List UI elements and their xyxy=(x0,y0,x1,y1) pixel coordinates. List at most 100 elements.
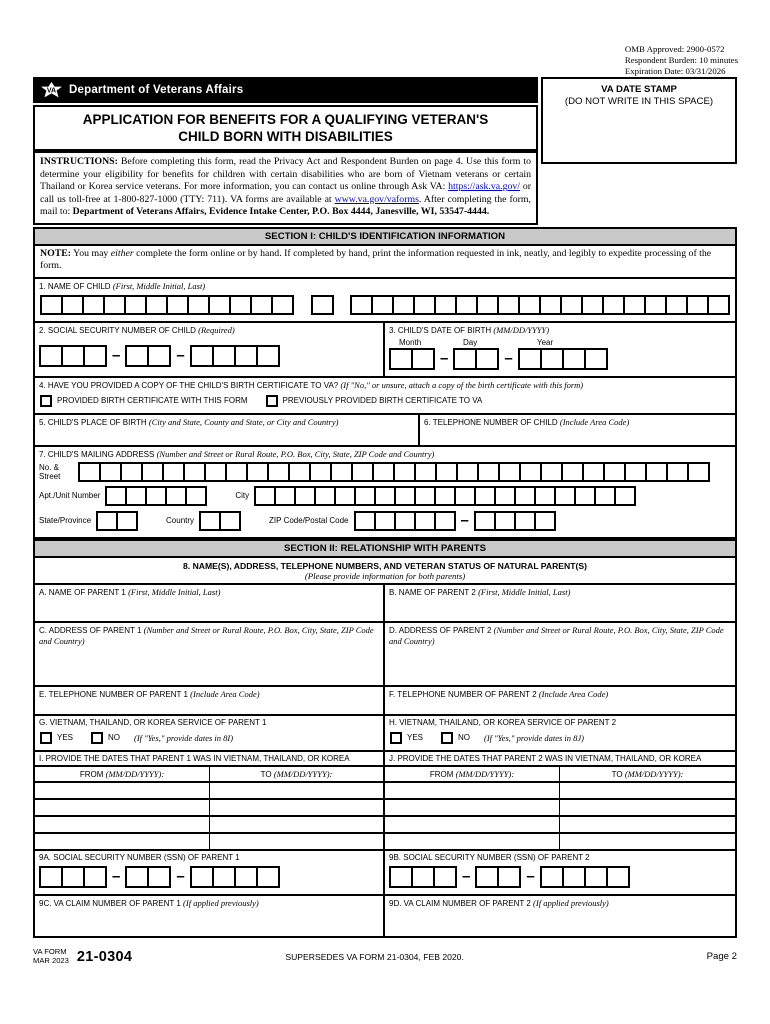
parent2-ssn-serial-comb[interactable] xyxy=(539,865,630,888)
comb-cell[interactable] xyxy=(334,485,357,506)
comb-cell[interactable] xyxy=(271,294,294,315)
comb-cell[interactable] xyxy=(594,485,617,506)
dob-month-comb[interactable] xyxy=(389,347,435,370)
comb-cell[interactable] xyxy=(183,461,206,482)
comb-cell[interactable] xyxy=(208,294,231,315)
comb-cell[interactable] xyxy=(96,510,119,531)
comb-cell[interactable] xyxy=(514,485,537,506)
comb-cell[interactable] xyxy=(103,294,126,315)
comb-cell[interactable] xyxy=(433,510,456,531)
comb-cell[interactable] xyxy=(583,865,608,888)
comb-cell[interactable] xyxy=(453,347,478,370)
comb-cell[interactable] xyxy=(147,344,172,367)
comb-cell[interactable] xyxy=(554,485,577,506)
zip4-comb[interactable] xyxy=(473,510,556,531)
comb-cell[interactable] xyxy=(82,294,105,315)
comb-cell[interactable] xyxy=(147,865,172,888)
middle-initial-comb[interactable] xyxy=(310,294,334,315)
comb-cell[interactable] xyxy=(354,485,377,506)
comb-cell[interactable] xyxy=(435,461,458,482)
date-cell[interactable] xyxy=(210,799,385,815)
comb-cell[interactable] xyxy=(141,461,164,482)
comb-cell[interactable] xyxy=(433,865,457,888)
date-cell[interactable] xyxy=(560,800,735,815)
field-9d-parent2-claim[interactable]: 9D. VA CLAIM NUMBER OF PARENT 2 (If appl… xyxy=(385,896,735,936)
comb-cell[interactable] xyxy=(456,461,479,482)
date-cell[interactable] xyxy=(35,799,210,815)
comb-cell[interactable] xyxy=(687,461,710,482)
comb-cell[interactable] xyxy=(497,294,520,315)
comb-cell[interactable] xyxy=(233,344,258,367)
comb-cell[interactable] xyxy=(39,865,63,888)
ask-va-link[interactable]: https://ask.va.gov/ xyxy=(448,181,520,193)
comb-cell[interactable] xyxy=(219,510,242,531)
comb-cell[interactable] xyxy=(61,865,85,888)
comb-cell[interactable] xyxy=(624,461,647,482)
comb-cell[interactable] xyxy=(189,865,214,888)
comb-cell[interactable] xyxy=(513,510,536,531)
comb-cell[interactable] xyxy=(351,461,374,482)
comb-cell[interactable] xyxy=(493,510,516,531)
comb-cell[interactable] xyxy=(498,461,521,482)
comb-cell[interactable] xyxy=(539,294,562,315)
field-8d-parent2-address[interactable]: D. ADDRESS OF PARENT 2 (Number and Stree… xyxy=(385,623,735,685)
comb-cell[interactable] xyxy=(124,294,147,315)
date-cell[interactable] xyxy=(560,817,735,832)
comb-cell[interactable] xyxy=(61,344,85,367)
comb-cell[interactable] xyxy=(254,485,277,506)
comb-cell[interactable] xyxy=(267,461,290,482)
comb-cell[interactable] xyxy=(561,865,586,888)
comb-cell[interactable] xyxy=(602,294,625,315)
parent1-ssn-area-comb[interactable] xyxy=(39,865,107,888)
parent1-ssn-group-comb[interactable] xyxy=(125,865,172,888)
comb-cell[interactable] xyxy=(371,294,394,315)
comb-cell[interactable] xyxy=(517,347,542,370)
zip-comb[interactable] xyxy=(353,510,456,531)
date-cell[interactable] xyxy=(35,816,210,832)
comb-cell[interactable] xyxy=(414,485,437,506)
comb-cell[interactable] xyxy=(707,294,730,315)
comb-cell[interactable] xyxy=(83,344,107,367)
comb-cell[interactable] xyxy=(582,461,605,482)
comb-cell[interactable] xyxy=(614,485,637,506)
field-8e-parent1-phone[interactable]: E. TELEPHONE NUMBER OF PARENT 1 (Include… xyxy=(35,686,385,714)
comb-cell[interactable] xyxy=(350,294,373,315)
date-cell[interactable] xyxy=(560,834,735,849)
date-cell[interactable] xyxy=(210,816,385,832)
comb-cell[interactable] xyxy=(434,485,457,506)
field-6-telephone[interactable]: 6. TELEPHONE NUMBER OF CHILD (Include Ar… xyxy=(420,415,735,445)
comb-cell[interactable] xyxy=(99,461,122,482)
comb-cell[interactable] xyxy=(561,347,586,370)
date-cell[interactable] xyxy=(560,783,735,798)
comb-cell[interactable] xyxy=(233,865,258,888)
comb-cell[interactable] xyxy=(189,344,214,367)
parent2-ssn-area-comb[interactable] xyxy=(389,865,457,888)
comb-cell[interactable] xyxy=(255,344,280,367)
comb-cell[interactable] xyxy=(413,510,436,531)
comb-cell[interactable] xyxy=(392,294,415,315)
comb-cell[interactable] xyxy=(372,461,395,482)
previously-provided-checkbox[interactable] xyxy=(265,394,278,407)
comb-cell[interactable] xyxy=(145,485,168,506)
comb-cell[interactable] xyxy=(310,294,334,315)
comb-cell[interactable] xyxy=(665,294,688,315)
field-8a-parent1-name[interactable]: A. NAME OF PARENT 1 (First, Middle Initi… xyxy=(35,584,385,621)
comb-cell[interactable] xyxy=(473,510,496,531)
parent2-ssn-group-comb[interactable] xyxy=(475,865,522,888)
comb-cell[interactable] xyxy=(314,485,337,506)
date-cell[interactable] xyxy=(210,782,385,798)
comb-cell[interactable] xyxy=(475,347,500,370)
comb-cell[interactable] xyxy=(411,347,435,370)
child-ssn-group-comb[interactable] xyxy=(125,344,172,367)
comb-cell[interactable] xyxy=(166,294,189,315)
comb-cell[interactable] xyxy=(455,294,478,315)
comb-cell[interactable] xyxy=(539,865,564,888)
date-cell[interactable] xyxy=(385,799,560,815)
comb-cell[interactable] xyxy=(250,294,273,315)
date-cell[interactable] xyxy=(385,782,560,798)
comb-cell[interactable] xyxy=(389,865,413,888)
parent2-service-no-checkbox[interactable] xyxy=(441,731,454,744)
comb-cell[interactable] xyxy=(78,461,101,482)
comb-cell[interactable] xyxy=(494,485,517,506)
comb-cell[interactable] xyxy=(539,347,564,370)
